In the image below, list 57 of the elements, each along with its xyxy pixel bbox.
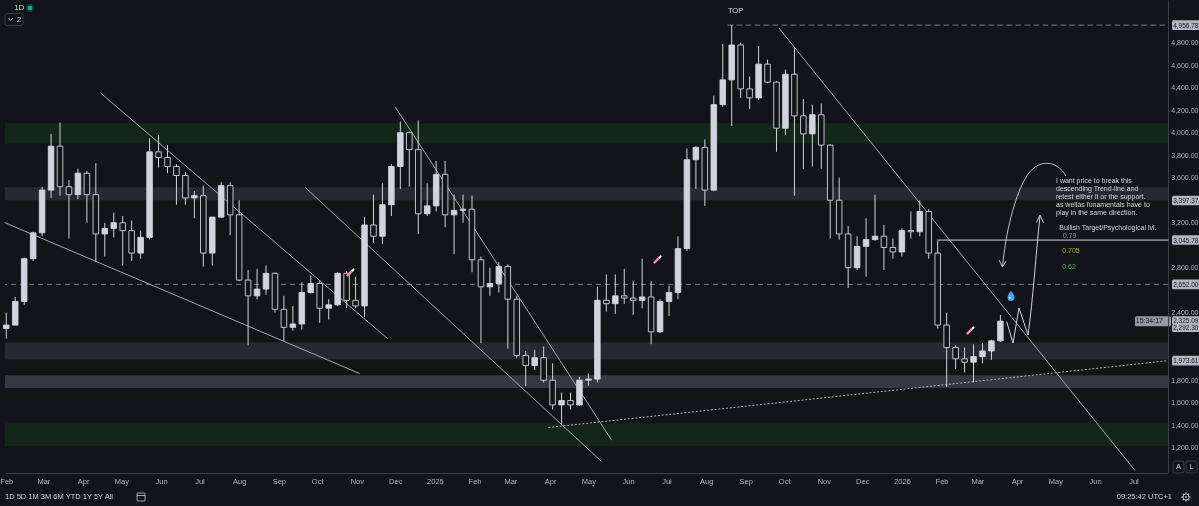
candlestick xyxy=(280,295,288,342)
candlestick xyxy=(262,264,270,296)
candlestick xyxy=(558,392,565,426)
candlestick xyxy=(540,345,547,383)
candlestick xyxy=(244,269,252,346)
candlestick xyxy=(746,75,753,110)
candlestick xyxy=(110,212,117,238)
candlestick xyxy=(495,261,503,293)
candlestick xyxy=(450,194,458,255)
candlestick xyxy=(638,258,646,309)
candlestick xyxy=(862,217,870,278)
candlestick xyxy=(612,273,619,315)
candlestick xyxy=(997,314,1004,343)
candlestick xyxy=(880,224,888,271)
candlestick xyxy=(173,163,180,206)
candlestick xyxy=(522,350,529,387)
candlestick xyxy=(423,182,431,217)
candlestick xyxy=(979,342,986,364)
candlestick xyxy=(65,179,73,239)
candlestick xyxy=(253,268,261,300)
candlestick xyxy=(809,104,816,167)
candlestick xyxy=(952,344,959,370)
candlestick xyxy=(907,210,915,239)
candlestick xyxy=(665,285,673,317)
candlestick xyxy=(629,280,637,316)
candlestick xyxy=(800,98,807,170)
candlestick xyxy=(961,347,968,373)
candlestick xyxy=(531,349,538,371)
candlestick xyxy=(128,219,135,262)
candlestick xyxy=(101,222,109,257)
candlestick xyxy=(164,144,171,174)
candlestick xyxy=(916,199,924,237)
candlestick xyxy=(486,267,494,297)
candlestick xyxy=(325,298,332,320)
candlestick xyxy=(289,305,297,332)
candlestick xyxy=(970,343,977,383)
candlestick xyxy=(692,145,700,190)
candlestick xyxy=(853,235,861,271)
candlestick xyxy=(621,268,628,305)
candlestick xyxy=(3,312,10,340)
candlestick xyxy=(191,190,198,219)
candlestick xyxy=(182,171,189,206)
chart-title: 1D xyxy=(14,3,25,12)
candlestick xyxy=(603,273,610,313)
candlestick xyxy=(119,215,126,266)
candlestick xyxy=(898,227,906,257)
candlestick xyxy=(74,168,82,200)
candlestick xyxy=(12,296,19,326)
candlestick xyxy=(459,194,467,224)
candlestick xyxy=(137,230,144,260)
candlestick xyxy=(370,194,377,244)
candlestick xyxy=(406,131,413,188)
candlestick xyxy=(943,312,950,388)
candlestick xyxy=(83,170,91,224)
candlestick xyxy=(352,276,359,309)
candlestick xyxy=(889,237,897,260)
candlestick xyxy=(155,134,162,169)
